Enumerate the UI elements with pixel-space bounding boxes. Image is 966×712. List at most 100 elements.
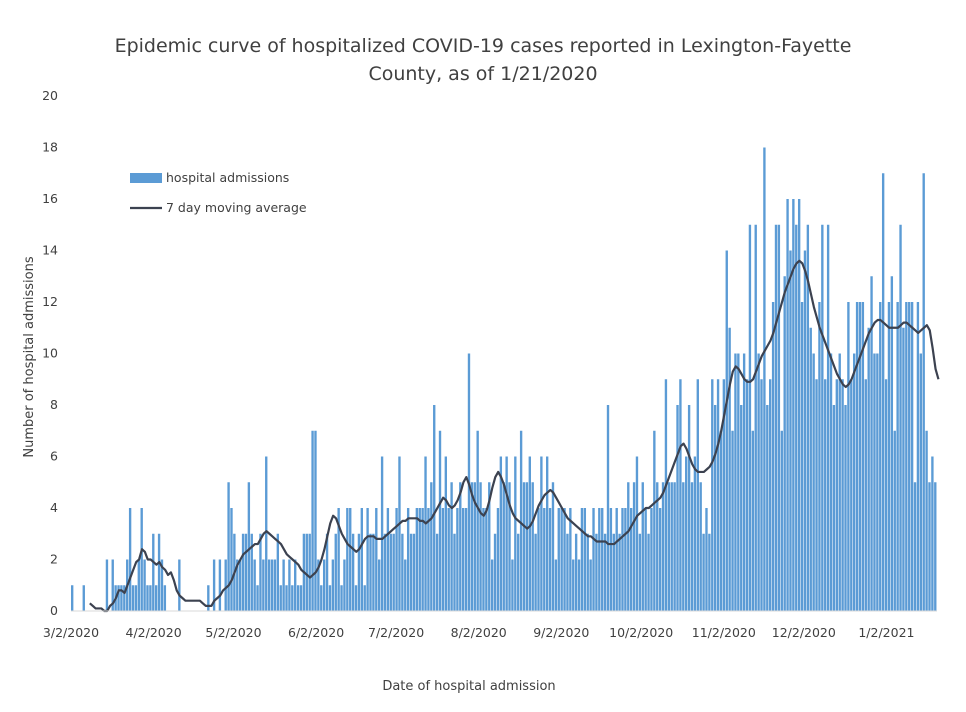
admission-bar [670, 482, 673, 611]
admission-bar [908, 302, 911, 611]
admission-bar [832, 405, 836, 611]
admission-bar [328, 585, 332, 611]
admission-bar [398, 456, 401, 611]
admission-bar [363, 585, 366, 611]
x-tick-label: 9/2/2020 [533, 625, 589, 640]
admission-bar [163, 585, 167, 611]
admission-bar [351, 533, 355, 611]
admission-bar [276, 533, 280, 611]
admission-bar [867, 327, 870, 611]
admission-bar [134, 585, 138, 611]
x-tick-label: 5/2/2020 [205, 625, 261, 640]
y-axis-tick-labels: 0 2 4 6 8 10 12 14 16 18 20 [42, 88, 58, 618]
admission-bar [899, 224, 902, 611]
admission-bar [438, 430, 442, 611]
admission-bar [409, 533, 413, 611]
admission-bar [253, 559, 256, 611]
admission-bar [331, 559, 335, 611]
admission-bar [450, 482, 453, 611]
admission-bar [699, 482, 702, 611]
admission-bar [537, 508, 540, 611]
admission-bar [725, 250, 728, 611]
admission-bar [708, 533, 711, 611]
admission-bar [378, 559, 381, 611]
admission-bar [270, 559, 274, 611]
admission-bar [835, 379, 838, 611]
x-tick-label: 3/2/2020 [43, 625, 99, 640]
admission-bar [679, 379, 682, 611]
admission-bar [609, 508, 613, 611]
admission-bar [511, 559, 514, 611]
admission-bar [850, 379, 853, 611]
admission-bar [157, 533, 161, 611]
admission-bar [690, 482, 694, 611]
admission-bar [207, 585, 210, 611]
admission-bar [444, 456, 447, 611]
y-tick-label: 14 [42, 243, 58, 258]
admission-bar [809, 327, 812, 611]
admission-bar [676, 405, 679, 611]
admission-bar [453, 533, 456, 611]
admission-bar [580, 508, 584, 611]
admission-bar [722, 379, 726, 611]
admission-bar [375, 508, 378, 611]
x-tick-label: 6/2/2020 [288, 625, 344, 640]
admission-bar [650, 508, 653, 611]
admission-bar [563, 508, 566, 611]
admission-bar [861, 302, 865, 611]
admission-bar [285, 585, 288, 611]
admission-bar [325, 533, 329, 611]
admission-bar [212, 559, 216, 611]
admission-bar [389, 533, 392, 611]
admission-bar [241, 533, 245, 611]
admission-bar [140, 508, 143, 611]
admission-bar [299, 585, 303, 611]
admission-bar [780, 430, 783, 611]
admission-bar [740, 405, 743, 611]
admission-bar [716, 379, 720, 611]
admission-bar [615, 508, 618, 611]
admission-bar [792, 199, 795, 611]
admission-bar [433, 405, 436, 611]
admission-bar [354, 585, 358, 611]
admission-bar [317, 559, 320, 611]
admission-bar [514, 456, 517, 611]
x-tick-label: 10/2/2020 [609, 625, 673, 640]
admission-bar [664, 379, 668, 611]
admission-bar [763, 147, 766, 611]
admission-bar [250, 533, 253, 611]
admission-bar [462, 508, 465, 611]
admission-bar [777, 224, 781, 611]
x-tick-label: 12/2/2020 [772, 625, 836, 640]
admission-bar [896, 302, 899, 611]
admission-bar [890, 276, 894, 611]
chart-title-line-1: Epidemic curve of hospitalized COVID-19 … [115, 35, 852, 57]
admission-bar [149, 585, 152, 611]
admission-bar [476, 430, 479, 611]
admission-bar [227, 482, 230, 611]
admission-bar [528, 456, 531, 611]
admission-bar [459, 482, 462, 611]
admission-bar [534, 533, 537, 611]
admission-bar [288, 559, 291, 611]
admission-bar [673, 482, 676, 611]
admission-bar [745, 379, 749, 611]
admission-bar [774, 224, 778, 611]
admission-bar [803, 250, 807, 611]
admission-bar [812, 353, 815, 611]
y-tick-label: 2 [50, 552, 58, 567]
admission-bar [105, 559, 109, 611]
admission-bar [522, 482, 526, 611]
admission-bar [322, 559, 326, 611]
legend-swatch-hospital-admissions [130, 173, 162, 183]
admission-bar [916, 302, 920, 611]
admission-bar [265, 456, 268, 611]
admission-bar [152, 533, 155, 611]
admission-bar [629, 508, 633, 611]
admission-bar [621, 508, 624, 611]
admission-bar [815, 379, 818, 611]
admission-bar [667, 482, 671, 611]
admission-bar [734, 353, 737, 611]
admission-bar [789, 250, 792, 611]
